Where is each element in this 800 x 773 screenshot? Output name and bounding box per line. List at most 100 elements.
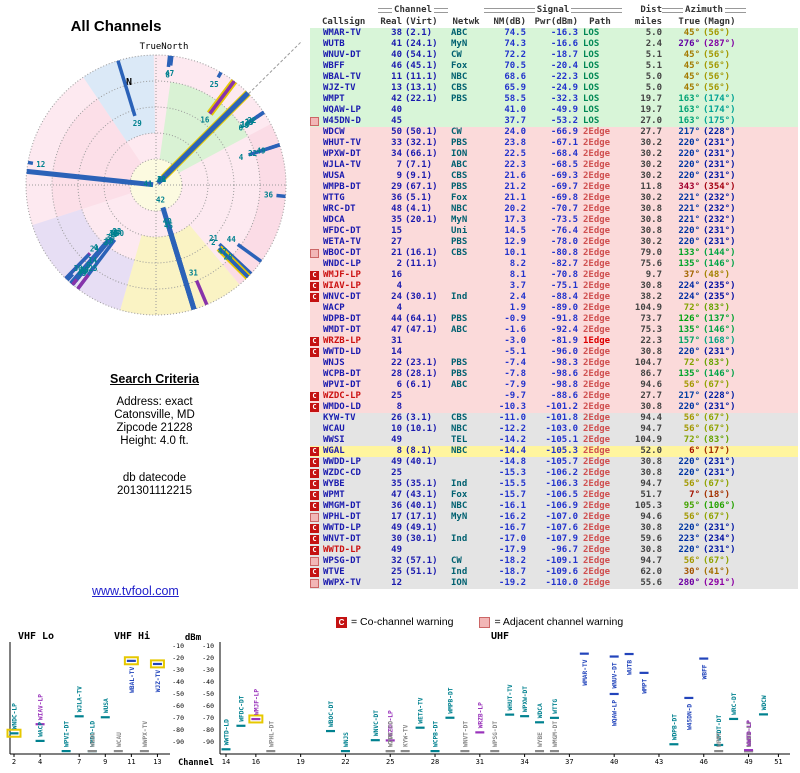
path: 2Edge <box>583 237 611 247</box>
co-channel-warning-icon: C <box>310 403 319 412</box>
virtual-channel: (7.1) <box>405 160 433 170</box>
azimuth-magnetic: (354°) <box>703 182 736 192</box>
y-tick-label: -30 <box>202 666 214 674</box>
distance-miles: 105.3 <box>634 501 662 511</box>
station-label: WNVC-DT <box>373 710 380 736</box>
station-marker <box>460 750 470 753</box>
azimuth-true: 221° <box>678 193 700 203</box>
noise-margin: 17.3 <box>504 215 526 225</box>
azimuth-magnetic: (231°) <box>703 226 736 236</box>
radar-title: All Channels <box>70 18 162 35</box>
station-label: WDCA <box>537 703 544 718</box>
distance-miles: 27.7 <box>640 391 662 401</box>
station-bar <box>64 253 91 280</box>
virtual-channel: (66.1) <box>405 149 438 159</box>
real-channel: 25 <box>391 567 402 577</box>
station-label: WBAL-TV <box>129 666 136 692</box>
distance-miles: 75.3 <box>640 325 662 335</box>
callsign: WWTD-LD <box>323 347 361 357</box>
station-marker <box>490 750 500 753</box>
station-marker-highlight <box>248 714 264 724</box>
azimuth-magnetic: (231°) <box>703 160 736 170</box>
virtual-channel: (10.1) <box>405 424 438 434</box>
table-row: WHUT-TV 33 (32.1) PBS 23.8 -67.1 2Edge 30.2 220°… <box>310 138 798 149</box>
power-dbm: -22.3 <box>550 72 578 82</box>
station-marker-highlight <box>149 659 165 669</box>
power-dbm: -66.9 <box>550 127 578 137</box>
azimuth-magnetic: (231°) <box>703 468 736 478</box>
real-channel: 40 <box>391 50 402 60</box>
station-channel-label: 12 <box>36 160 45 169</box>
power-dbm: -69.3 <box>550 171 578 181</box>
header-true: True <box>678 17 700 27</box>
co-channel-warning-icon: C <box>310 546 319 555</box>
adjacent-channel-warning-icon <box>310 513 319 522</box>
station-channel-label: 30 <box>74 264 84 273</box>
path: LOS <box>583 50 600 60</box>
network: ABC <box>451 28 468 38</box>
path: 2Edge <box>583 446 611 456</box>
virtual-channel: (8.1) <box>405 446 433 456</box>
callsign: WCAU <box>323 424 345 434</box>
station-channel-label: 36 <box>109 229 119 238</box>
station-channel-label: 47 <box>218 247 227 256</box>
power-dbm: -91.8 <box>550 314 578 324</box>
power-dbm: -107.0 <box>545 512 578 522</box>
station-label: WJLA-TV <box>77 686 84 712</box>
azimuth-true: 72° <box>683 435 700 445</box>
north-label: N <box>126 77 132 88</box>
noise-margin: 21.2 <box>504 182 526 192</box>
azimuth-magnetic: (83°) <box>703 358 731 368</box>
chart-station-marks: WMAR-TV WUTB WNUV-DT WBFF WBAL-TV WJZ-TV WMPT W… <box>6 652 768 753</box>
path: 2Edge <box>583 578 611 588</box>
distance-miles: 30.8 <box>640 468 662 478</box>
azimuth-magnetic: (232°) <box>703 204 736 214</box>
azimuth-true: 56° <box>683 556 700 566</box>
table-row: WUSA 9 (9.1) CBS 21.6 -69.3 2Edge 30.2 220° (231°… <box>310 171 798 182</box>
azimuth-magnetic: (67°) <box>703 512 731 522</box>
real-channel: 16 <box>391 270 402 280</box>
azimuth-magnetic: (67°) <box>703 479 731 489</box>
callsign: WFDC-DT <box>323 226 361 236</box>
station-channel-label: 8 <box>165 70 170 79</box>
station-marker <box>579 652 589 655</box>
azimuth-magnetic: (18°) <box>703 490 731 500</box>
real-channel: 4 <box>396 303 402 313</box>
azimuth-magnetic: (56°) <box>703 28 731 38</box>
station-marker <box>714 743 724 747</box>
power-dbm: -105.7 <box>545 457 578 467</box>
station-marker <box>400 750 410 753</box>
station-channel-label: 25 <box>210 80 219 89</box>
table-row: WMPT 42 (22.1) PBS 58.5 -32.3 LOS 19.7 163° (174°… <box>310 94 798 105</box>
distance-miles: 38.2 <box>640 292 662 302</box>
azimuth-true: 56° <box>683 424 700 434</box>
header-netwk: Netwk <box>452 17 480 27</box>
virtual-channel: (5.1) <box>405 193 433 203</box>
path: 2Edge <box>583 413 611 423</box>
noise-margin: -5.1 <box>504 347 526 357</box>
distance-miles: 94.4 <box>640 413 662 423</box>
station-label: WTTG <box>552 699 559 714</box>
header-pwr: Pwr(dBm) <box>534 17 578 27</box>
table-row: WDCW 50 (50.1) CW 24.0 -66.9 2Edge 27.7 217° (228… <box>310 127 798 138</box>
station-bar <box>216 71 223 79</box>
tvfool-link[interactable]: www.tvfool.com <box>92 584 179 598</box>
station-marker <box>236 724 246 727</box>
azimuth-magnetic: (83°) <box>703 303 731 313</box>
distance-miles: 62.0 <box>640 567 662 577</box>
co-channel-warning-icon: C <box>310 293 319 302</box>
azimuth-true: 280° <box>678 578 700 588</box>
network: Ind <box>451 534 468 544</box>
virtual-channel: (43.1) <box>405 490 438 500</box>
callsign: WYBE <box>323 479 345 489</box>
table-row: WTTG 36 (5.1) Fox 21.1 -69.8 2Edge 30.2 221° (232… <box>310 193 798 204</box>
callsign: WNVT-DT <box>323 534 361 544</box>
station-channel-label: 25 <box>80 266 89 275</box>
co-channel-warning-icon: C <box>310 337 319 346</box>
distance-miles: 104.9 <box>634 303 662 313</box>
station-label: WMAR-TV <box>582 659 589 685</box>
header-miles: miles <box>634 17 662 27</box>
path: 2Edge <box>583 479 611 489</box>
azimuth-magnetic: (231°) <box>703 402 736 412</box>
table-row: C WNVT-DT 30 (30.1) Ind -17.0 -107.9 2Edge 59.6 2… <box>310 534 798 545</box>
